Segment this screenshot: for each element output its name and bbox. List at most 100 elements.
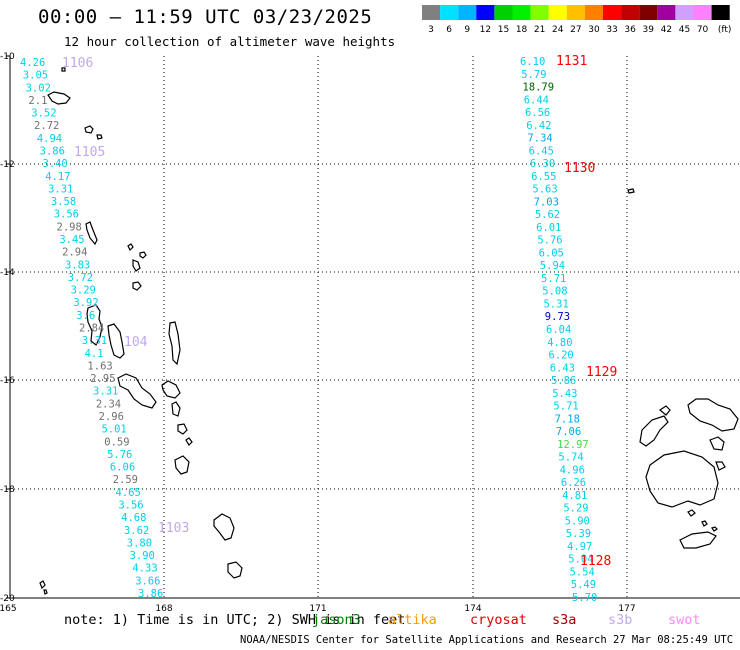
wave-height-label: 3.56 — [54, 209, 79, 221]
wave-height-label: 6.56 — [525, 107, 550, 119]
colorbar-label: 3 — [428, 25, 434, 35]
colorbar-swatch — [458, 5, 477, 20]
colorbar-swatch — [440, 5, 459, 20]
colorbar-label: 21 — [534, 25, 545, 35]
colorbar-swatch — [639, 5, 658, 20]
wave-height-label: 6.10 — [520, 56, 545, 68]
island — [658, 405, 671, 416]
wave-height-label: 3.90 — [130, 550, 155, 562]
wave-height-label: 2.34 — [96, 398, 121, 410]
wave-height-label: 4.68 — [121, 512, 146, 524]
colorbar-swatch — [566, 5, 585, 20]
wave-height-label: 7.18 — [555, 413, 580, 425]
wave-height-label: 5.31 — [544, 298, 569, 310]
island — [174, 455, 190, 475]
colorbar-label: (ft) — [718, 25, 732, 35]
wave-height-label: 6.45 — [529, 145, 554, 157]
island — [96, 134, 103, 140]
island — [39, 580, 46, 590]
axis-tick-labels: 165 168 171 174 177 -10 -12 -14 -16 -18 -20 — [0, 52, 636, 614]
island — [132, 281, 142, 291]
wave-height-label: 18.79 — [522, 82, 554, 94]
island — [185, 437, 193, 446]
island — [715, 461, 726, 471]
wave-height-label: 3.6 — [76, 310, 95, 322]
map-subtitle: 12 hour collection of altimeter wave hei… — [64, 34, 396, 49]
wave-height-label: 3.05 — [23, 70, 48, 82]
wave-height-label: 4.1 — [85, 348, 104, 360]
wave-height-label: 5.86 — [551, 375, 576, 387]
wave-height-label: 5.08 — [542, 286, 567, 298]
pass-label: 1103 — [158, 521, 189, 536]
island — [161, 380, 181, 399]
pass-label: 1106 — [62, 56, 93, 71]
wave-height-label: 6.06 — [110, 462, 135, 474]
pass-label: 1131 — [556, 54, 587, 69]
color-scale-legend: 3 6 9 12 15 18 21 24 27 30 33 36 39 42 45 70 (ft) — [422, 5, 732, 35]
colorbar-swatch — [603, 5, 622, 20]
island — [171, 401, 181, 417]
wave-height-label: 5.29 — [563, 503, 588, 515]
wave-height-label: 4.94 — [37, 133, 62, 145]
colorbar-label: 6 — [446, 25, 452, 35]
wave-height-label: 3.86 — [40, 146, 65, 158]
wave-height-label: 3.56 — [118, 500, 143, 512]
wave-height-label: 6.44 — [524, 94, 549, 106]
colorbar-label: 15 — [498, 25, 509, 35]
wave-height-label: 3.83 — [65, 259, 90, 271]
wave-height-label: 3.58 — [51, 196, 76, 208]
lat-tick-label: -18 — [0, 485, 15, 495]
satellite-legend-item: jason3 — [312, 612, 361, 628]
colorbar-swatch — [548, 5, 567, 20]
colorbar-swatch — [657, 5, 676, 20]
wave-height-label: 3.02 — [26, 82, 51, 94]
wave-height-label: 2.59 — [113, 474, 138, 486]
colorbar-swatch — [711, 5, 730, 20]
lon-tick-label: 165 — [0, 604, 17, 614]
wave-height-label: 6.43 — [550, 362, 575, 374]
map-title: 00:00 – 11:59 UTC 03/23/2025 — [38, 6, 373, 28]
wave-height-label: 9.73 — [545, 311, 570, 323]
island — [227, 561, 243, 579]
island — [701, 520, 708, 527]
satellite-legend-item: altika — [388, 612, 437, 628]
colorbar-label: 33 — [606, 25, 617, 35]
colorbar-swatch — [693, 5, 712, 20]
wave-height-label: 6.20 — [548, 350, 573, 362]
island — [86, 304, 103, 346]
wave-height-label: 1.63 — [87, 360, 112, 372]
wave-height-label: 5.54 — [570, 566, 595, 578]
pass-label: 1129 — [586, 365, 617, 380]
wave-height-label: 6.01 — [536, 222, 561, 234]
wave-height-label: 3.31 — [82, 335, 107, 347]
island — [687, 509, 696, 517]
wave-height-label: 4.65 — [116, 487, 141, 499]
wave-height-label: 3.45 — [59, 234, 84, 246]
lat-lon-grid — [6, 55, 740, 599]
wave-height-label: 5.90 — [565, 515, 590, 527]
wave-height-label: 5.39 — [566, 528, 591, 540]
colorbar-swatch — [476, 5, 495, 20]
island — [127, 243, 134, 252]
wave-height-label: 3.40 — [42, 158, 67, 170]
wave-height-label: 5.76 — [537, 235, 562, 247]
island — [132, 259, 141, 272]
island — [61, 67, 66, 72]
island — [47, 91, 71, 105]
colorbar-label: 27 — [570, 25, 581, 35]
colorbar-swatch — [584, 5, 603, 20]
wave-height-label: 6.04 — [546, 324, 571, 336]
wave-height-label: 5.63 — [532, 184, 557, 196]
wave-height-label: 3.86 — [138, 588, 163, 600]
wave-height-label: 5.04 — [568, 554, 593, 566]
lon-tick-label: 171 — [309, 604, 326, 614]
satellite-legend-item: s3b — [608, 612, 633, 628]
wave-height-label: 2.72 — [34, 120, 59, 132]
wave-height-label: 3.66 — [135, 575, 160, 587]
lon-tick-label: 174 — [464, 604, 481, 614]
satellite-legend-item: swot — [668, 612, 701, 628]
wave-height-label: 3.52 — [31, 108, 56, 120]
colorbar-swatch — [621, 5, 640, 20]
wave-height-label: 7.06 — [556, 426, 581, 438]
